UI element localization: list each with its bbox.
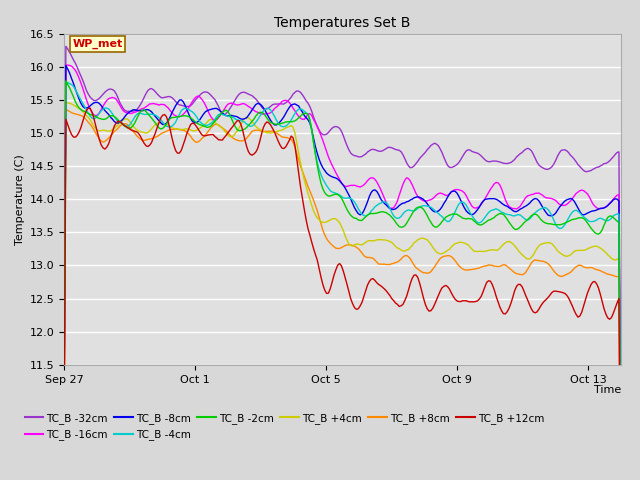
Y-axis label: Temperature (C): Temperature (C) [15, 154, 26, 245]
Text: Time: Time [593, 384, 621, 395]
Title: Temperatures Set B: Temperatures Set B [274, 16, 411, 30]
Legend: TC_B -32cm, TC_B -16cm, TC_B -8cm, TC_B -4cm, TC_B -2cm, TC_B +4cm, TC_B +8cm, T: TC_B -32cm, TC_B -16cm, TC_B -8cm, TC_B … [25, 413, 544, 440]
Text: WP_met: WP_met [72, 39, 123, 49]
